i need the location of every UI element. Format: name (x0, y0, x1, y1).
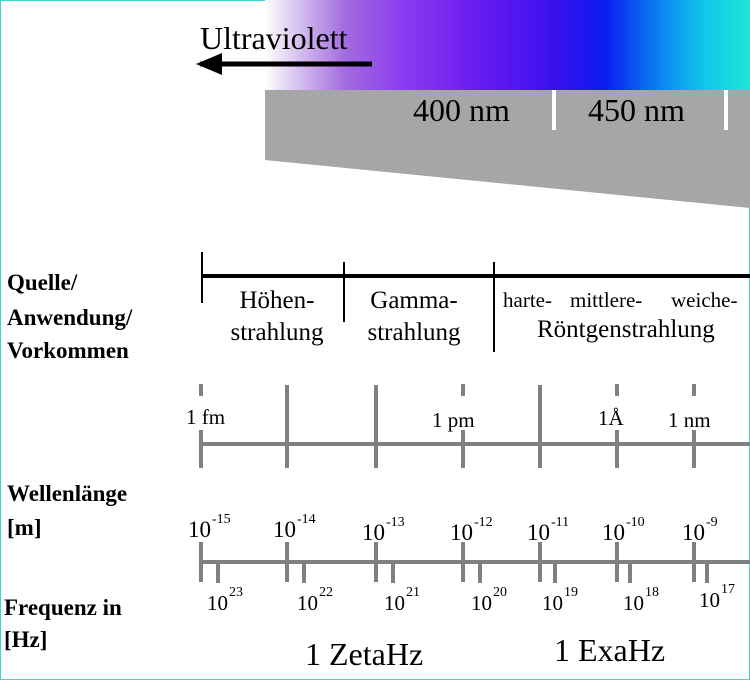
xray-hard: harte- (503, 288, 552, 312)
tick-400-450 (552, 90, 556, 130)
power-exponent: -14 (297, 512, 316, 527)
power-exponent: -11 (551, 515, 570, 530)
power-exponent: -10 (626, 515, 645, 530)
wavelength-power-9: 10-9 (682, 515, 718, 546)
frequency-label-line-2: [Hz] (4, 627, 48, 652)
unit-fm: 1 fm (186, 405, 226, 429)
source-gamma-line-1: Gamma- (370, 287, 458, 314)
frequency-power-18: 1018 (623, 585, 659, 616)
source-label-line-2: Anwendung/ (7, 305, 133, 330)
unit-pm: 1 pm (432, 408, 475, 432)
xray-soft: weiche- (671, 288, 738, 312)
tick-450-500 (724, 90, 728, 130)
wavelength-power-13: 10-13 (362, 515, 405, 546)
power-exponent: 20 (493, 585, 507, 600)
power-base: 10 (602, 520, 625, 545)
uv-arrow-head (196, 53, 222, 75)
frequency-label-line-1: Frequenz in (4, 595, 122, 620)
source-label-line-1: Quelle/ (7, 270, 78, 295)
wavelength-power-10: 10-10 (602, 515, 645, 546)
frequency-power-19: 1019 (542, 585, 578, 616)
power-base: 10 (542, 591, 563, 615)
power-exponent: -13 (386, 515, 405, 530)
source-cosmic-line-1: Höhen- (239, 287, 315, 314)
xray-line-2: Röntgenstrahlung (537, 316, 715, 343)
power-base: 10 (384, 591, 405, 615)
wavelength-power-12: 10-12 (450, 515, 493, 546)
power-base: 10 (273, 517, 296, 542)
nm-450-label: 450 nm (588, 92, 685, 128)
source-label-line-3: Vorkommen (7, 338, 129, 363)
unit-angstrom: 1Å (598, 406, 624, 430)
power-base: 10 (699, 588, 720, 612)
power-exponent: -9 (706, 515, 718, 530)
source-gamma-line-2: strahlung (367, 319, 461, 346)
power-base: 10 (450, 520, 473, 545)
power-exponent: -12 (474, 515, 493, 530)
wavelength-label-line-2: [m] (7, 515, 42, 540)
power-base: 10 (682, 520, 705, 545)
source-cosmic: Höhen- strahlung (219, 285, 335, 349)
power-exponent: 19 (564, 585, 578, 600)
wavelength-label-line-1: Wellenlänge (7, 481, 128, 506)
frequency-power-22: 1022 (297, 585, 333, 616)
wavelength-power-14: 10-14 (273, 512, 316, 543)
power-base: 10 (362, 520, 385, 545)
power-exponent: -15 (212, 512, 231, 527)
power-exponent: 23 (229, 585, 243, 600)
nm-400-label: 400 nm (413, 92, 510, 128)
wavelength-power-15: 10-15 (188, 512, 231, 543)
power-exponent: 22 (319, 585, 333, 600)
power-base: 10 (471, 591, 492, 615)
unit-nm: 1 nm (668, 408, 711, 432)
spectrum-color-band (265, 0, 750, 90)
ultraviolet-label: Ultraviolett (200, 20, 348, 56)
source-gamma: Gamma- strahlung (352, 285, 476, 349)
power-base: 10 (188, 517, 211, 542)
power-exponent: 17 (721, 582, 735, 597)
power-base: 10 (527, 520, 550, 545)
power-exponent: 21 (406, 585, 420, 600)
xray-medium: mittlere- (570, 288, 643, 312)
power-exponent: 18 (645, 585, 659, 600)
wedge-shape (265, 90, 750, 208)
power-base: 10 (623, 591, 644, 615)
power-base: 10 (207, 591, 228, 615)
frequency-power-20: 1020 (471, 585, 507, 616)
frequency-unit-zetta: 1 ZetaHz (305, 636, 424, 672)
frequency-unit-exa: 1 ExaHz (554, 632, 666, 668)
frequency-power-23: 1023 (207, 585, 243, 616)
power-base: 10 (297, 591, 318, 615)
wavelength-power-11: 10-11 (527, 515, 569, 546)
source-cosmic-line-2: strahlung (230, 319, 324, 346)
frequency-power-21: 1021 (384, 585, 420, 616)
frequency-power-17: 1017 (699, 582, 735, 613)
